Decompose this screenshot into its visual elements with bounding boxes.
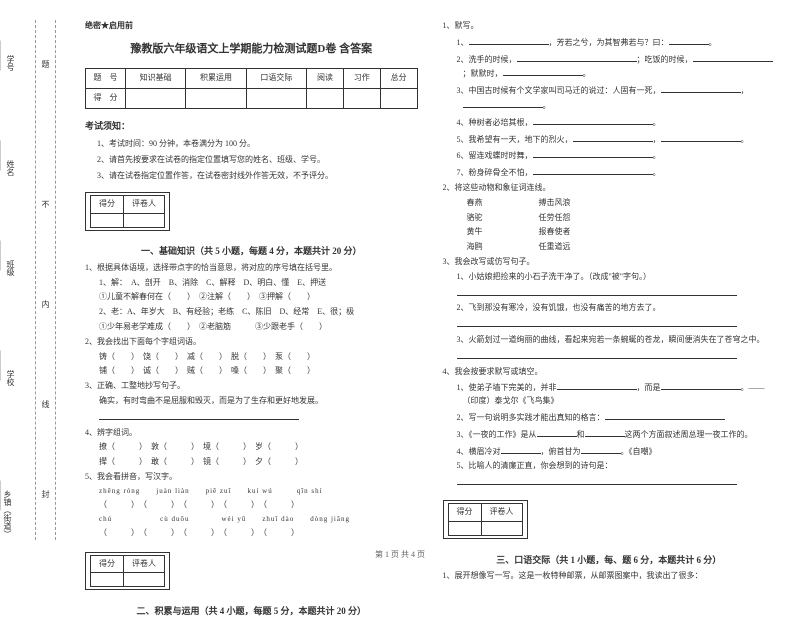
gutter-label-name: 姓名 [5, 160, 16, 176]
th-write: 习作 [343, 69, 380, 89]
left-column: 绝密★启用前 豫教版六年级语文上学期能力检测试题D卷 含答案 题 号 知识基础 … [75, 20, 433, 555]
q1d: ①少年易老学难成（ ） ②老脑筋 ③少跟老手（ ） [85, 321, 418, 334]
th-accum: 积累运用 [186, 69, 246, 89]
q4: 4、辨字组词。 [85, 427, 418, 440]
q3: 3、正确、工整地抄写句子。 [85, 380, 418, 393]
s2q4c: 3、《一夜的工作》是从和这两个方面叙述周总理一夜工作的。 [443, 427, 776, 442]
s2q3c: 3、火箭划过一道绚丽的曲线，看起来宛若一条蜿蜒的苍龙，瞬间便消失在了苍穹之中。 [443, 334, 776, 347]
s2q1b: 2、洗手的时候，；吃饭的时候，；默默时，。 [443, 52, 776, 82]
reviewer-label: 评卷人 [481, 503, 522, 521]
table-row: 得 分 [86, 89, 418, 109]
s2q1d: 4、种树者必培其根，。 [443, 115, 776, 130]
s2q2a: 春燕 搏击风浪 [443, 197, 776, 210]
s2q2: 2、将这些动物和象征词连线。 [443, 182, 776, 195]
q1b: ①儿童不解春何在（ ） ②注解（ ） ③押解（ ） [85, 291, 418, 304]
binding-gutter: 乡镇（街道） 学校 班级 姓名 学号 封 线 内 不 题 [0, 0, 70, 565]
s2q1c: 3、中国古时候有个文学家叫司马迁的说过：人固有一死，，。 [443, 83, 776, 113]
notice-item: 2、请首先按要求在试卷的指定位置填写您的姓名、班级、学号。 [85, 154, 418, 167]
th-basic: 知识基础 [126, 69, 186, 89]
score-table: 题 号 知识基础 积累运用 口语交际 阅读 习作 总分 得 分 [85, 68, 418, 109]
gutter-label-class: 班级 [5, 260, 16, 276]
s2q3: 3、我会改写或仿写句子。 [443, 256, 776, 269]
q3a: 确实，有时弯曲不是屈服和毁灭，而是为了生存和更好地发展。 [85, 395, 418, 408]
th-oral: 口语交际 [246, 69, 306, 89]
q4b: 撵（ ） 敢（ ） 镜（ ） 夕（ ） [85, 456, 418, 469]
gutter-label-township: 乡镇（街道） [2, 490, 13, 538]
s2q2c: 黄牛 报春使者 [443, 226, 776, 239]
s2q3a: 1、小姑娘把捡来的小石子洗干净了。（改成"被"字句。） [443, 271, 776, 284]
q5b: （ ） （ ） （ ） （ ） （ ） [85, 527, 418, 540]
right-column: 1、默写。 1、，芳若之兮，为其智弗若与？曰：。 2、洗手的时候，；吃饭的时候，… [433, 20, 786, 555]
q5-pinyin1: zhēng róng juàn liàn piē zuǐ kuí wú qīn … [85, 486, 418, 497]
seal-marker-4: 不 [40, 200, 51, 208]
seal-marker-2: 线 [40, 400, 51, 408]
q1: 1、根据具体语境，选择带点字的恰当意思，将对应的序号填在括号里。 [85, 262, 418, 275]
q2: 2、我会找出下面每个字组词语。 [85, 336, 418, 349]
section-2-title: 二、积累与运用（共 4 小题，每题 5 分，本题共计 20 分） [85, 604, 418, 618]
secret-label: 绝密★启用前 [85, 20, 418, 33]
gutter-label-id: 学号 [5, 55, 16, 71]
gutter-label-school: 学校 [5, 370, 16, 386]
q5: 5、我会看拼音，写汉字。 [85, 471, 418, 484]
q5-pinyin2: chú cù duōu wéi yǔ zhuī dào dòng jiāng [85, 514, 418, 525]
s2q3b: 2、飞到那没有寒冷，没有饥饿，也没有痛苦的地方去了。 [443, 302, 776, 315]
notice-item: 1、考试时间：90 分钟，本卷满分为 100 分。 [85, 138, 418, 151]
answer-line [443, 286, 776, 301]
score-box: 得分评卷人 [85, 192, 170, 231]
q1a: 1、解： A、剖开 B、消除 C、解释 D、明白、懂 E、押送 [85, 277, 418, 290]
s2q4e: 5、比喻人的清廉正直，你会想到的诗句是： [443, 460, 776, 473]
notice-item: 3、请在试卷指定位置作答，在试卷密封线外作答无效，不予评分。 [85, 170, 418, 183]
q5a: （ ） （ ） （ ） （ ） （ ） [85, 499, 418, 512]
seal-marker-1: 封 [40, 490, 51, 498]
s2q4d: 4、横眉冷对，俯首甘为。《自嘲》 [443, 444, 776, 459]
score-label: 得分 [448, 503, 481, 521]
score-box-3: 得分评卷人 [443, 500, 528, 539]
q1c: 2、老：A、年岁大 B、有经验；老练 C、陈旧 D、经常 E、很；极 [85, 306, 418, 319]
answer-line [85, 410, 418, 425]
q2b: 铺（ ） 诚（ ） 贼（ ） 嗓（ ） 聚（ ） [85, 365, 418, 378]
answer-line [443, 475, 776, 490]
seal-marker-3: 内 [40, 300, 51, 308]
td-score: 得 分 [86, 89, 126, 109]
s2q1a: 1、，芳若之兮，为其智弗若与？曰：。 [443, 35, 776, 50]
notice-title: 考试须知： [85, 119, 418, 133]
s2q1f: 6、留连戏蝶时时舞，。 [443, 148, 776, 163]
reviewer-label: 评卷人 [124, 195, 165, 213]
q4a: 撩（ ） 敦（ ） 境（ ） 岁（ ） [85, 441, 418, 454]
page-footer: 第 1 页 共 4 页 [0, 549, 800, 560]
section-1-title: 一、基础知识（共 5 小题，每题 4 分，本题共计 20 分） [85, 244, 418, 258]
s2q2d: 海鸥 任重道远 [443, 241, 776, 254]
q2a: 铸（ ） 饶（ ） 减（ ） 脱（ ） 泵（ ） [85, 351, 418, 364]
seal-marker-5: 题 [40, 60, 51, 68]
table-row: 题 号 知识基础 积累运用 口语交际 阅读 习作 总分 [86, 69, 418, 89]
score-label: 得分 [91, 195, 124, 213]
answer-line [443, 349, 776, 364]
s2q4b: 2、写一句说明多实践才能出真知的格言： [443, 410, 776, 425]
paper-title: 豫教版六年级语文上学期能力检测试题D卷 含答案 [85, 41, 418, 59]
th-num: 题 号 [86, 69, 126, 89]
th-total: 总分 [380, 69, 417, 89]
s3q1: 1、展开想像写一写。这是一枚特种邮票，从邮票图案中，我读出了很多： [443, 570, 776, 583]
th-read: 阅读 [307, 69, 344, 89]
s2q4: 4、我会按要求默写或填空。 [443, 366, 776, 379]
s2q4a: 1、使弟子墙下完美的，并非，而是。——（印度）泰戈尔《飞鸟集》 [443, 380, 776, 408]
s2q2b: 骆驼 任劳任怨 [443, 212, 776, 225]
s2q1e: 5、我希望有一天，地下的烈火，，。 [443, 132, 776, 147]
s2q1g: 7、粉身碎骨全不怕，。 [443, 165, 776, 180]
s2q1: 1、默写。 [443, 20, 776, 33]
answer-line [443, 317, 776, 332]
